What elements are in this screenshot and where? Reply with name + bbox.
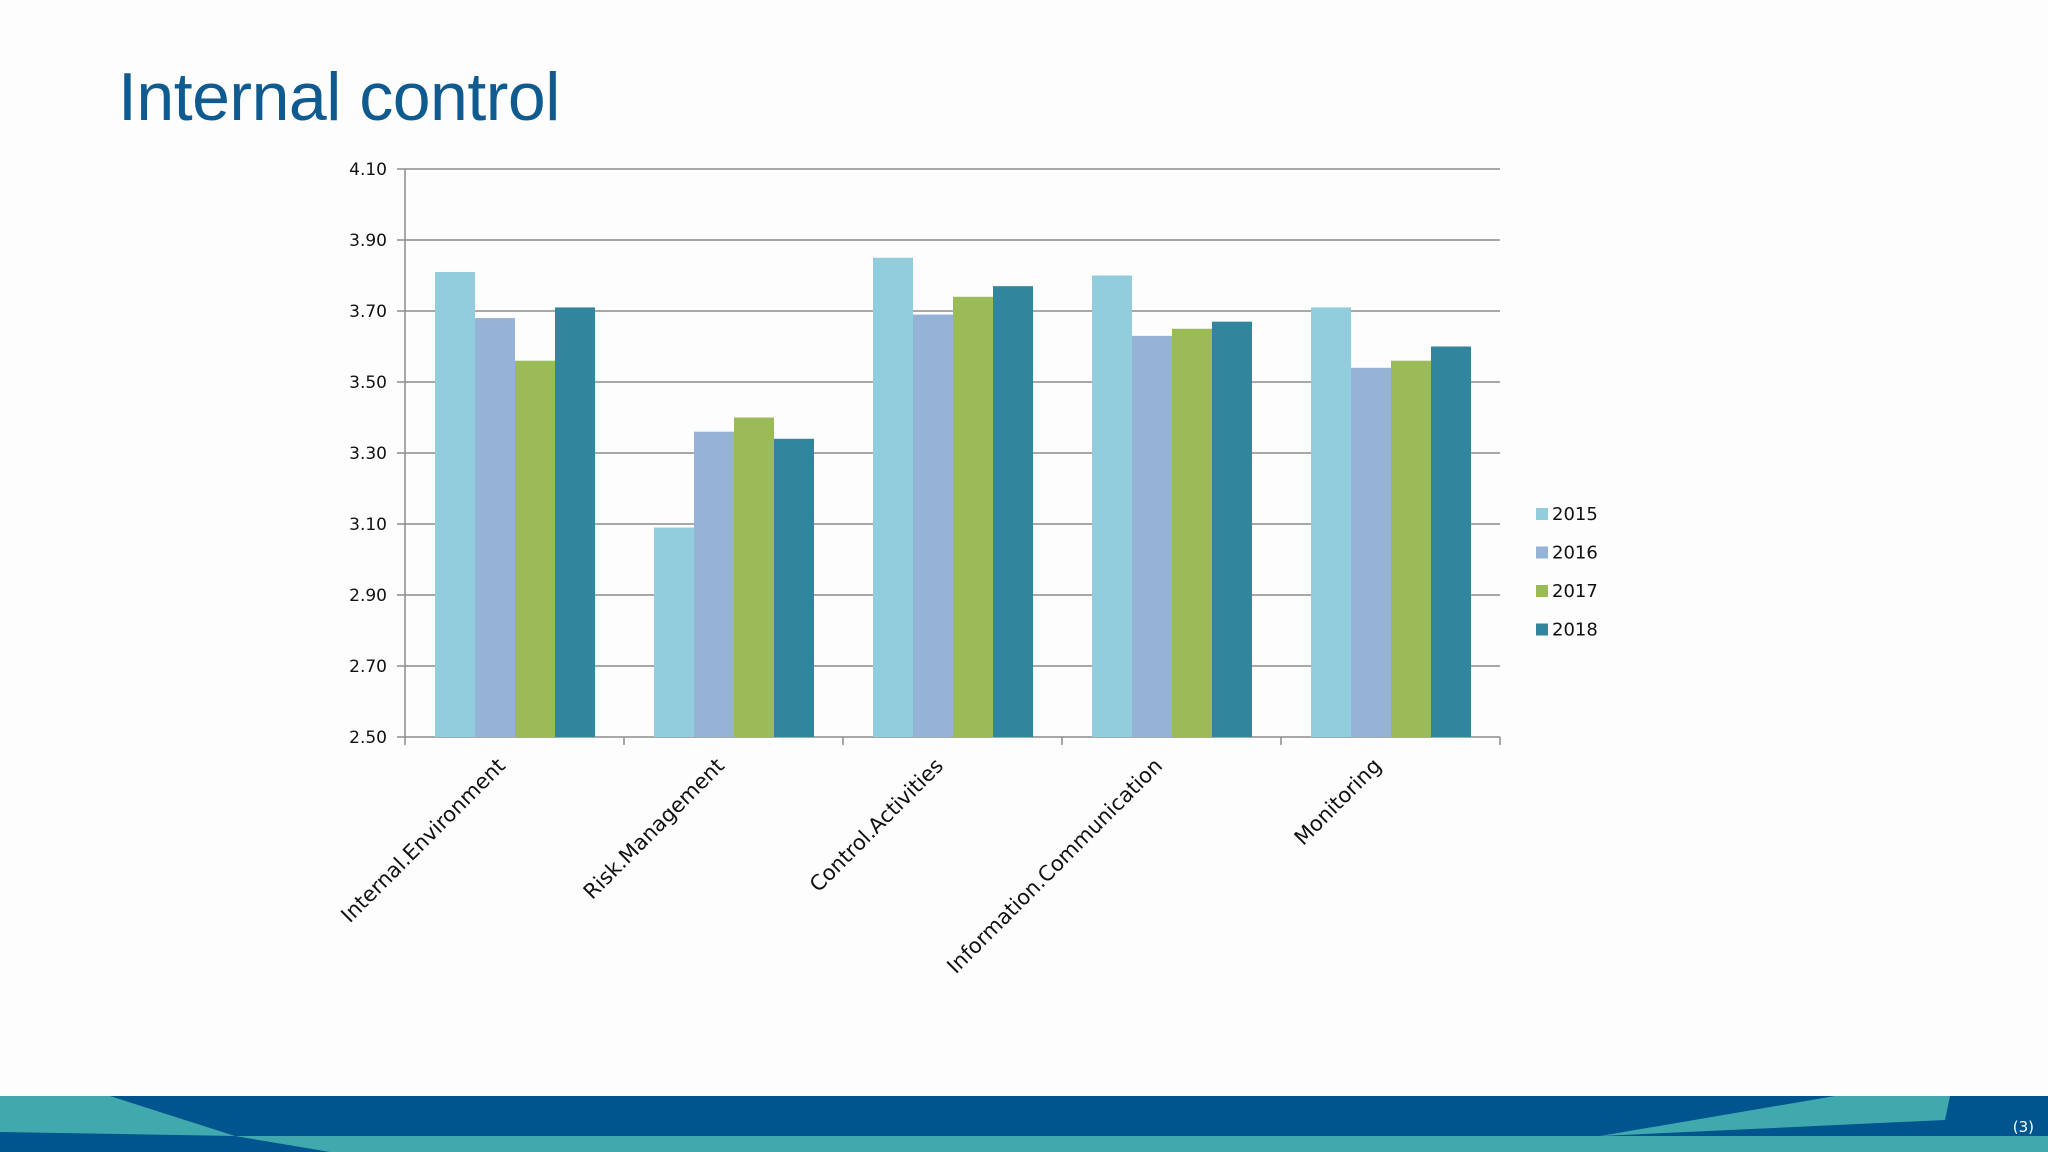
- bar-monitoring-2017: [1391, 360, 1431, 737]
- bar-control-activities-2018: [993, 286, 1033, 737]
- x-category-label-2: Control.Activities: [805, 754, 948, 897]
- legend-swatch-2018: [1536, 623, 1548, 636]
- y-tick-label-0: 2.50: [349, 728, 387, 748]
- bar-monitoring-2015: [1311, 307, 1351, 737]
- y-tick-label-3: 3.10: [349, 515, 387, 535]
- legend-swatch-2015: [1536, 508, 1548, 520]
- legend-swatch-2016: [1536, 546, 1548, 559]
- slide-title: Internal control: [118, 59, 560, 135]
- y-tick-label-2: 2.90: [349, 586, 387, 606]
- y-tick-label-8: 4.10: [349, 160, 387, 180]
- bar-internal-environment-2018: [555, 307, 595, 737]
- legend-label-2015: 2015: [1552, 504, 1598, 525]
- legend-label-2016: 2016: [1552, 543, 1598, 564]
- bar-risk-management-2016: [694, 431, 734, 737]
- bar-risk-management-2017: [734, 417, 774, 737]
- footer-band: [0, 1096, 2048, 1152]
- bar-risk-management-2018: [774, 438, 814, 737]
- x-category-label-4: Monitoring: [1290, 754, 1386, 850]
- legend-label-2018: 2018: [1552, 620, 1598, 641]
- bar-internal-environment-2015: [435, 271, 475, 737]
- bar-control-activities-2016: [913, 314, 953, 737]
- bar-information-communication-2017: [1172, 328, 1212, 737]
- page-number: (3): [2012, 1118, 2034, 1136]
- bar-risk-management-2015: [654, 527, 694, 737]
- bar-control-activities-2017: [953, 296, 993, 737]
- y-tick-label-1: 2.70: [349, 657, 387, 677]
- bar-monitoring-2016: [1351, 367, 1391, 737]
- bar-information-communication-2016: [1132, 335, 1172, 737]
- legend-label-2017: 2017: [1552, 581, 1598, 602]
- x-category-label-3: Information.Communication: [942, 754, 1167, 979]
- bar-internal-environment-2017: [515, 360, 555, 737]
- y-tick-label-5: 3.50: [349, 373, 387, 393]
- x-category-label-1: Risk.Management: [579, 754, 729, 904]
- y-tick-label-6: 3.70: [349, 302, 387, 322]
- footer-teal-strip: [235, 1136, 2048, 1152]
- y-tick-label-7: 3.90: [349, 231, 387, 251]
- footer-teal-right: [1600, 1096, 1950, 1136]
- bar-information-communication-2018: [1212, 321, 1252, 737]
- bar-monitoring-2018: [1431, 346, 1471, 737]
- bar-internal-environment-2016: [475, 318, 515, 737]
- bar-chart: 2.50 2.70 2.90 3.10 3.30 3.50 3.70 3.90 4.10 Inte…: [336, 160, 1598, 979]
- bar-information-communication-2015: [1092, 275, 1132, 737]
- legend-swatch-2017: [1536, 585, 1548, 597]
- bar-control-activities-2015: [873, 257, 913, 737]
- y-tick-label-4: 3.30: [349, 444, 387, 464]
- x-category-label-0: Internal.Environment: [336, 754, 510, 928]
- footer-teal-left: [0, 1096, 235, 1136]
